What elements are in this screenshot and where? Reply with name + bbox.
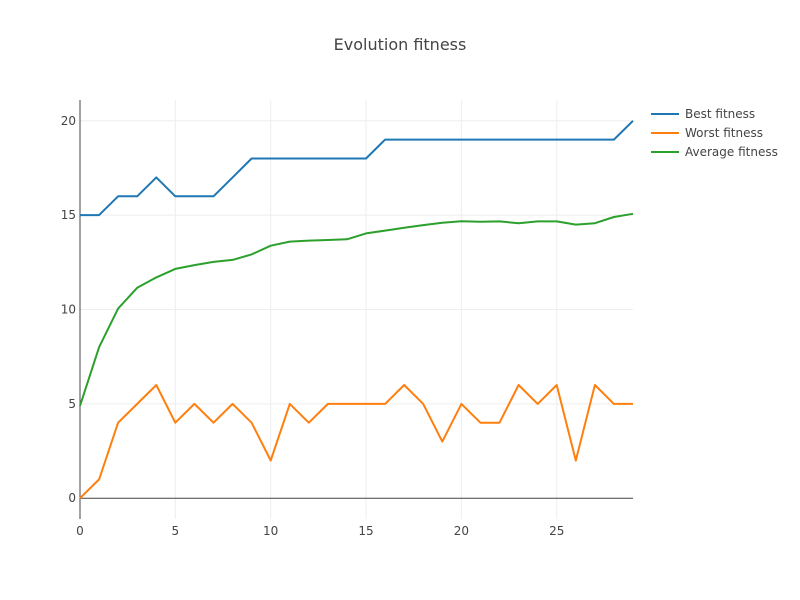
x-tick-label: 25 bbox=[549, 524, 564, 538]
series-line-worst-fitness bbox=[79, 384, 633, 499]
x-tick-label: 20 bbox=[454, 524, 469, 538]
chart-title: Evolution fitness bbox=[334, 35, 467, 54]
x-tick-label: 0 bbox=[76, 524, 84, 538]
legend-item-average-fitness[interactable]: Average fitness bbox=[651, 145, 778, 159]
axes bbox=[79, 100, 633, 519]
y-tick-label: 15 bbox=[61, 208, 76, 222]
series-line-average-fitness bbox=[79, 212, 634, 407]
y-axis-ticks: 0 5 10 15 20 bbox=[61, 114, 76, 505]
y-tick-label: 5 bbox=[68, 397, 76, 411]
legend-item-worst-fitness[interactable]: Worst fitness bbox=[651, 126, 763, 140]
legend[interactable]: Best fitness Worst fitness Average fitness bbox=[651, 107, 778, 159]
y-tick-label: 20 bbox=[61, 114, 76, 128]
legend-label: Worst fitness bbox=[685, 126, 763, 140]
x-tick-label: 10 bbox=[263, 524, 278, 538]
x-tick-label: 15 bbox=[358, 524, 373, 538]
legend-label: Best fitness bbox=[685, 107, 755, 121]
series-line-best-fitness bbox=[80, 120, 634, 217]
x-tick-label: 5 bbox=[172, 524, 180, 538]
grid bbox=[80, 100, 633, 519]
x-axis-ticks: 0 5 10 15 20 25 bbox=[76, 524, 564, 538]
legend-item-best-fitness[interactable]: Best fitness bbox=[651, 107, 755, 121]
legend-label: Average fitness bbox=[685, 145, 778, 159]
y-tick-label: 10 bbox=[61, 303, 76, 317]
series-lines bbox=[79, 120, 634, 499]
y-tick-label: 0 bbox=[68, 491, 76, 505]
